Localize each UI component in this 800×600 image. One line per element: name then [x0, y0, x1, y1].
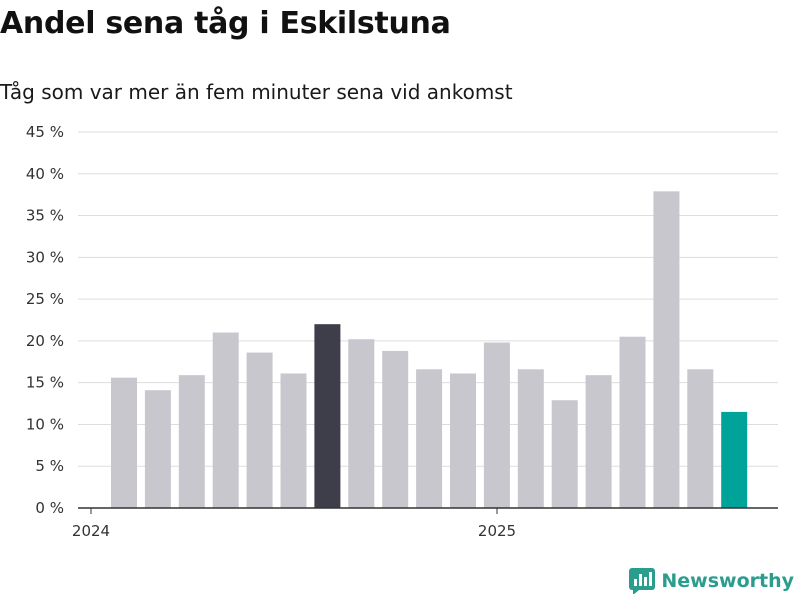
- y-tick-label: 35 %: [26, 207, 64, 225]
- bar: [517, 369, 544, 508]
- bars: [111, 191, 748, 508]
- bar: [382, 350, 409, 508]
- bar: [585, 375, 612, 508]
- bar: [280, 373, 307, 508]
- y-tick-label: 40 %: [26, 165, 64, 183]
- bar: [653, 191, 680, 508]
- bar: [144, 390, 171, 508]
- y-tick-label: 10 %: [26, 415, 64, 433]
- y-tick-label: 30 %: [26, 248, 64, 266]
- brand-logo: Newsworthy: [629, 568, 794, 594]
- bar: [348, 339, 375, 508]
- newsworthy-logo-icon: [629, 568, 656, 594]
- bar: [483, 342, 510, 508]
- chart-subtitle: Tåg som var mer än fem minuter sena vid …: [0, 80, 513, 104]
- bar: [619, 336, 646, 508]
- bar: [551, 400, 578, 508]
- bar: [450, 373, 476, 508]
- y-tick-label: 45 %: [26, 123, 64, 141]
- x-tick-label: 2024: [72, 522, 110, 540]
- bar: [314, 324, 341, 508]
- y-tick-label: 20 %: [26, 332, 64, 350]
- brand-name: Newsworthy: [661, 570, 794, 592]
- y-tick-label: 25 %: [26, 290, 64, 308]
- bar: [246, 352, 273, 508]
- y-tick-label: 0 %: [35, 499, 64, 517]
- bar: [178, 375, 205, 508]
- axes: 0 % 5 % 10 % 15 % 20 % 25 % 30 % 35 % 40 % 45 % 20…: [26, 123, 778, 540]
- chart-title: Andel sena tåg i Eskilstuna: [0, 6, 451, 41]
- bar: [111, 377, 137, 508]
- bar: [687, 369, 714, 508]
- y-tick-label: 5 %: [35, 457, 64, 475]
- bar: [721, 411, 748, 508]
- bar: [212, 332, 239, 508]
- bar: [416, 369, 443, 508]
- y-tick-label: 15 %: [26, 374, 64, 392]
- x-tick-label: 2025: [478, 522, 516, 540]
